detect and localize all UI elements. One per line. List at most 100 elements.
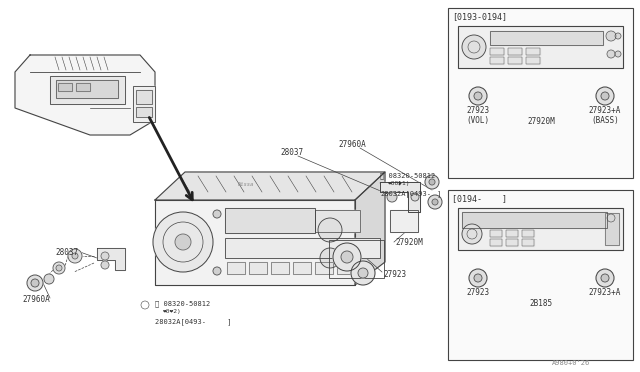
Bar xyxy=(522,239,534,246)
Bar xyxy=(605,213,619,245)
Text: 28032A[0493-: 28032A[0493- xyxy=(380,190,431,197)
Circle shape xyxy=(68,249,82,263)
Bar xyxy=(329,240,384,278)
Bar xyxy=(315,262,333,274)
Text: 27960A: 27960A xyxy=(22,295,50,304)
Polygon shape xyxy=(355,172,385,285)
Bar xyxy=(56,80,118,98)
Bar xyxy=(293,262,311,274)
Bar xyxy=(448,190,633,360)
Circle shape xyxy=(474,274,482,282)
Bar xyxy=(271,262,289,274)
Circle shape xyxy=(333,243,361,271)
Bar xyxy=(225,238,380,258)
Bar xyxy=(508,57,522,64)
Polygon shape xyxy=(97,248,125,270)
Bar xyxy=(490,239,502,246)
Bar xyxy=(490,31,603,45)
Bar xyxy=(526,48,540,55)
Bar xyxy=(337,262,355,274)
Circle shape xyxy=(44,274,54,284)
Bar xyxy=(76,83,90,91)
Circle shape xyxy=(601,92,609,100)
Bar xyxy=(448,190,633,360)
Bar xyxy=(462,212,607,228)
Text: [0193-0194]: [0193-0194] xyxy=(452,12,507,21)
Bar xyxy=(225,208,315,233)
Circle shape xyxy=(429,179,435,185)
Bar xyxy=(329,240,384,278)
Bar xyxy=(133,86,155,122)
Text: ]: ] xyxy=(420,190,441,197)
Bar xyxy=(448,8,633,178)
Text: 27923
(VOL): 27923 (VOL) xyxy=(467,106,490,125)
Bar xyxy=(133,86,155,122)
Bar xyxy=(448,8,633,178)
Bar xyxy=(136,90,152,104)
Bar xyxy=(136,90,152,104)
Polygon shape xyxy=(15,55,155,135)
Circle shape xyxy=(101,252,109,260)
Circle shape xyxy=(428,195,442,209)
Circle shape xyxy=(351,261,375,285)
Bar xyxy=(506,230,518,237)
Bar xyxy=(225,238,380,258)
Text: 27923+A
(BASS): 27923+A (BASS) xyxy=(589,106,621,125)
Text: Ⓢ 08320-50812: Ⓢ 08320-50812 xyxy=(155,300,211,307)
Bar xyxy=(136,107,152,117)
Circle shape xyxy=(358,268,368,278)
Circle shape xyxy=(615,33,621,39)
Circle shape xyxy=(341,251,353,263)
Circle shape xyxy=(213,267,221,275)
Bar xyxy=(526,57,540,64)
Text: ❤0❤2): ❤0❤2) xyxy=(163,309,182,314)
Bar xyxy=(227,262,245,274)
Bar xyxy=(458,26,623,68)
Bar xyxy=(462,212,607,228)
Bar xyxy=(58,83,72,91)
Polygon shape xyxy=(155,200,355,285)
Bar xyxy=(522,230,534,237)
Circle shape xyxy=(607,214,615,222)
Text: 27923: 27923 xyxy=(467,288,490,297)
Circle shape xyxy=(425,175,439,189)
Bar xyxy=(526,57,540,64)
Circle shape xyxy=(213,210,221,218)
Bar xyxy=(508,48,522,55)
Bar xyxy=(249,262,267,274)
Bar xyxy=(390,210,418,232)
Bar xyxy=(526,48,540,55)
Bar xyxy=(506,239,518,246)
Bar xyxy=(490,57,504,64)
Bar xyxy=(522,230,534,237)
Bar xyxy=(458,208,623,250)
Circle shape xyxy=(469,87,487,105)
Bar xyxy=(227,262,245,274)
Bar xyxy=(315,210,360,232)
Bar xyxy=(605,213,619,245)
Circle shape xyxy=(175,234,191,250)
Polygon shape xyxy=(155,172,385,200)
Text: Nissa: Nissa xyxy=(237,182,253,186)
Bar xyxy=(508,48,522,55)
Text: 27920M: 27920M xyxy=(395,238,423,247)
Bar xyxy=(490,239,502,246)
Circle shape xyxy=(615,51,621,57)
Circle shape xyxy=(27,275,43,291)
Bar xyxy=(490,48,504,55)
Circle shape xyxy=(387,192,397,202)
Bar xyxy=(50,76,125,104)
Circle shape xyxy=(31,279,39,287)
Circle shape xyxy=(462,35,486,59)
Circle shape xyxy=(320,248,340,268)
Bar xyxy=(458,208,623,250)
Circle shape xyxy=(56,265,62,271)
Bar xyxy=(506,239,518,246)
Bar xyxy=(249,262,267,274)
Circle shape xyxy=(596,87,614,105)
Polygon shape xyxy=(380,182,420,212)
Circle shape xyxy=(462,224,482,244)
Bar xyxy=(390,210,418,232)
Text: A980+0'26: A980+0'26 xyxy=(552,360,590,366)
Bar xyxy=(76,83,90,91)
